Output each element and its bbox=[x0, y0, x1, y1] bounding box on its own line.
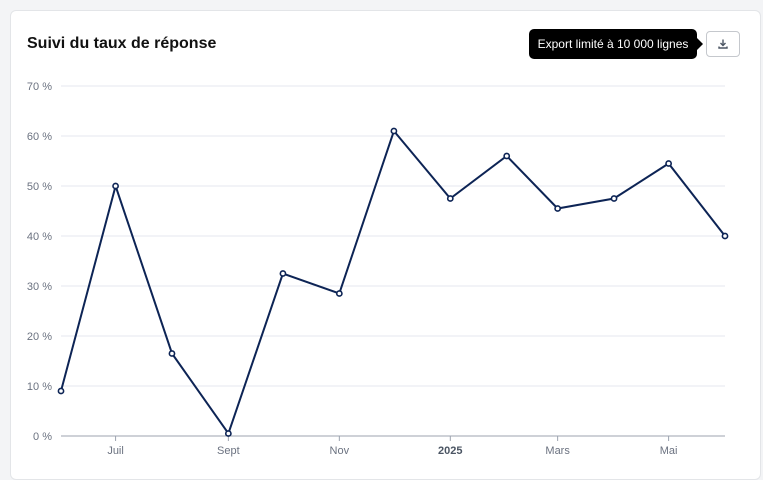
axis-layer: 0 % 10 % 20 % 30 % 40 % 50 % 60 % 70 % Juil Sept N… bbox=[27, 81, 725, 457]
y-tick-label: 20 % bbox=[27, 331, 52, 343]
line-chart: 0 % 10 % 20 % 30 % 40 % 50 % 60 % 70 % Juil Sept N… bbox=[27, 81, 729, 457]
data-point[interactable] bbox=[665, 160, 673, 167]
data-point[interactable] bbox=[112, 182, 119, 190]
grid-layer bbox=[61, 85, 725, 387]
y-tick-label: 50 % bbox=[27, 181, 52, 193]
x-tick-label: 2025 bbox=[438, 445, 462, 457]
y-tick-label: 40 % bbox=[27, 231, 52, 243]
data-point[interactable] bbox=[721, 232, 729, 240]
x-tick-label: Juil bbox=[107, 445, 124, 457]
data-point[interactable] bbox=[446, 195, 454, 202]
x-tick-label: Nov bbox=[330, 445, 350, 457]
data-point[interactable] bbox=[554, 205, 562, 212]
x-tick-label: Mars bbox=[545, 445, 570, 457]
y-tick-label: 60 % bbox=[27, 131, 52, 143]
data-point[interactable] bbox=[503, 152, 511, 160]
download-button[interactable] bbox=[706, 31, 740, 57]
y-tick-label: 30 % bbox=[27, 281, 52, 293]
card-title: Suivi du taux de réponse bbox=[27, 35, 217, 52]
y-tick-label: 70 % bbox=[27, 81, 52, 93]
data-point[interactable] bbox=[610, 195, 618, 202]
data-point[interactable] bbox=[168, 350, 176, 357]
export-tooltip: Export limité à 10 000 lignes bbox=[529, 29, 703, 59]
y-tick-label: 0 % bbox=[33, 431, 52, 443]
y-tick-label: 10 % bbox=[27, 381, 52, 393]
x-tick-label: Mai bbox=[660, 445, 678, 457]
series-layer bbox=[57, 127, 729, 437]
data-point[interactable] bbox=[390, 127, 398, 135]
x-tick-label: Sept bbox=[217, 445, 240, 457]
data-point[interactable] bbox=[279, 270, 287, 277]
data-point[interactable] bbox=[57, 387, 65, 395]
data-point[interactable] bbox=[335, 290, 343, 297]
download-icon bbox=[718, 39, 728, 49]
series-line bbox=[60, 128, 726, 436]
data-point[interactable] bbox=[224, 430, 232, 437]
